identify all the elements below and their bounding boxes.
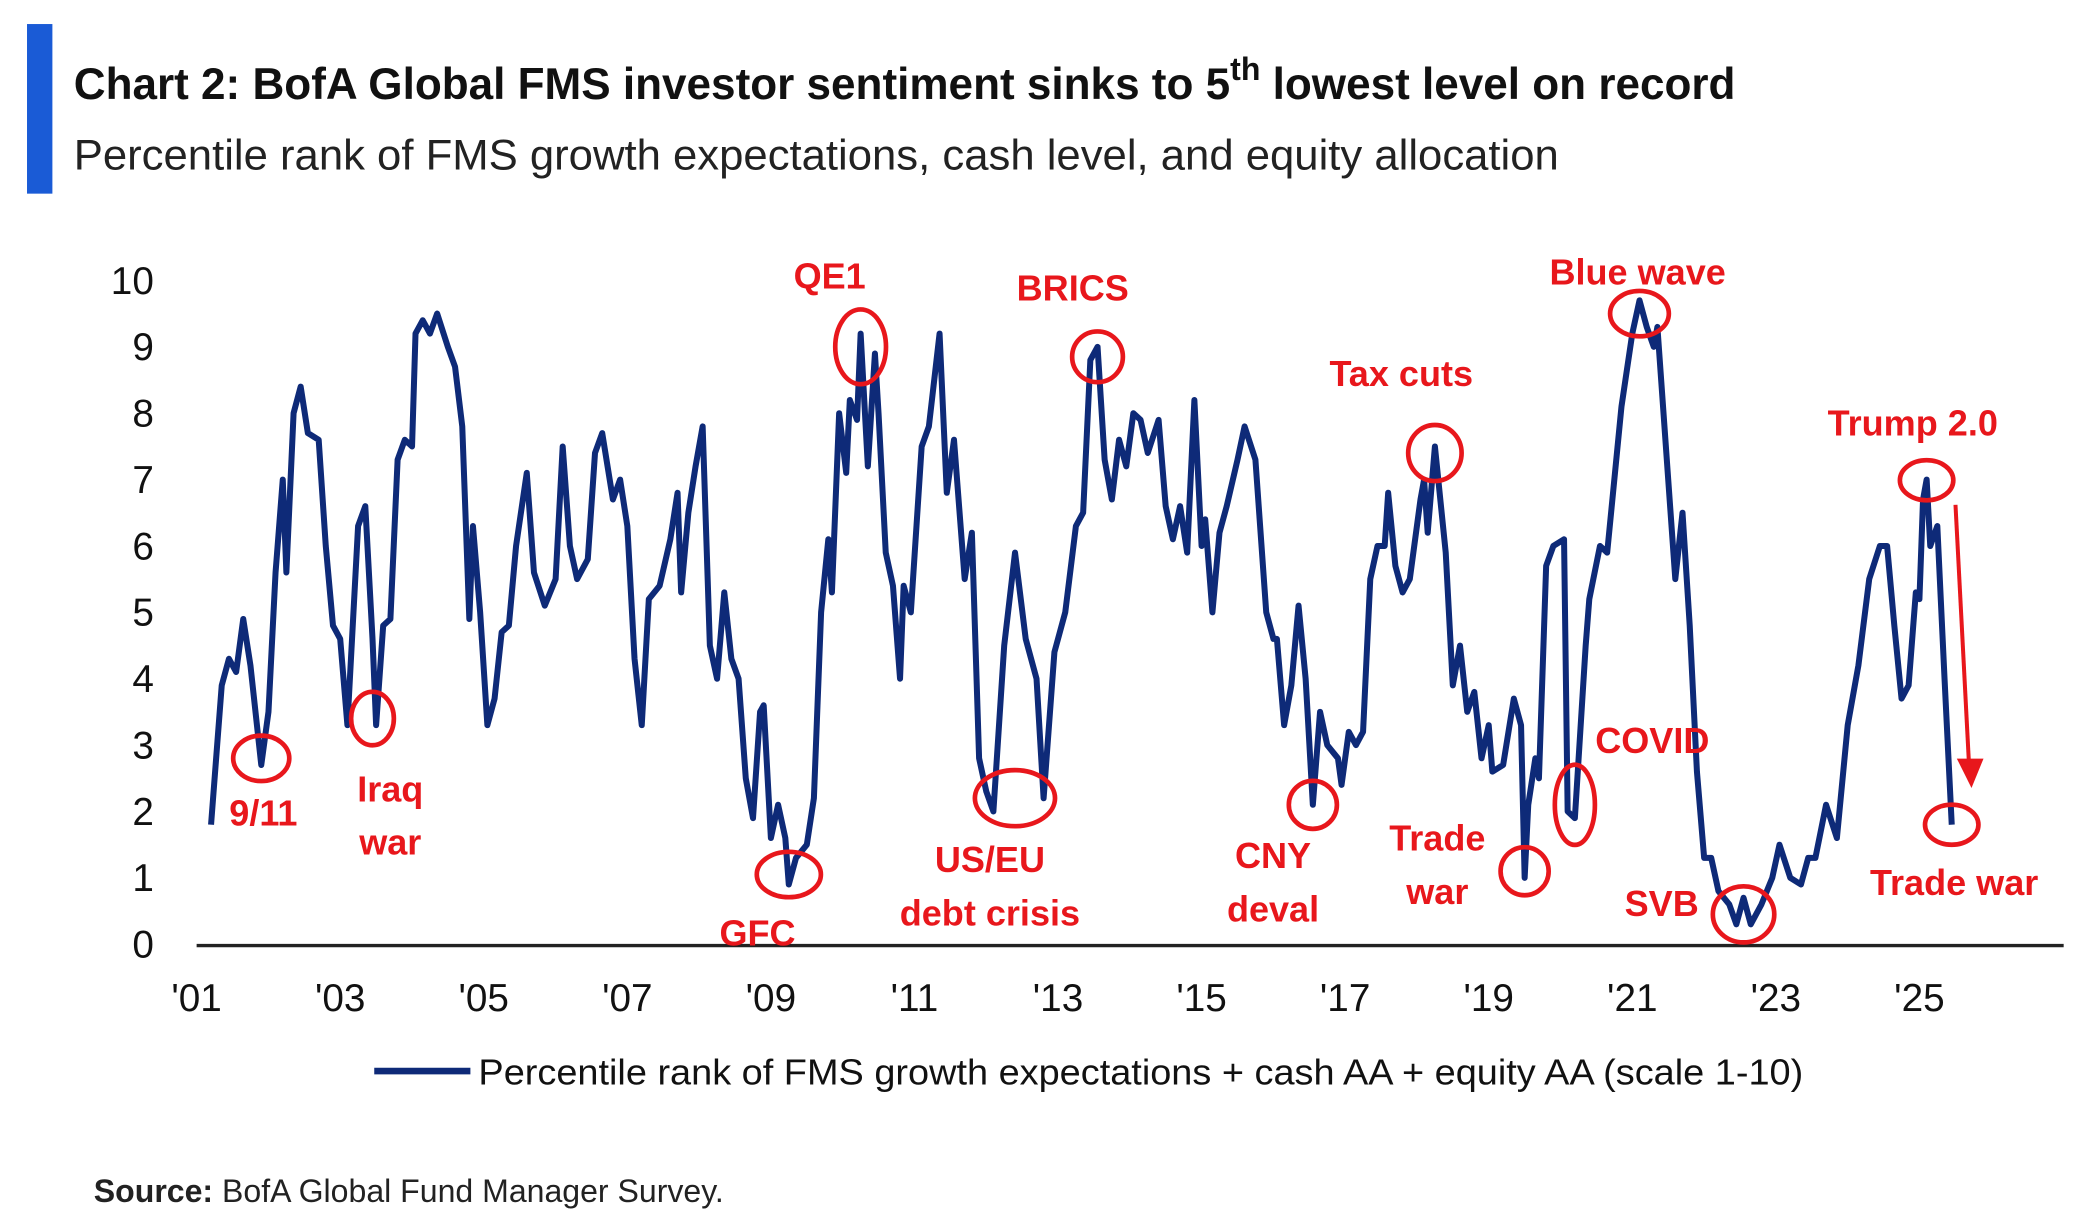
x-tick-label: '01 [171, 977, 221, 1020]
y-tick-label: 2 [132, 791, 154, 834]
y-tick-label: 6 [132, 525, 154, 568]
y-tick-label: 10 [111, 260, 154, 303]
annotation-label: deval [1227, 888, 1319, 929]
source-label: Source: [94, 1173, 213, 1209]
annotation-circle [1897, 457, 1956, 503]
x-tick-label: '13 [1033, 977, 1083, 1020]
annotation-label: Tax cuts [1329, 353, 1473, 394]
annotation: BRICS [1017, 267, 1129, 385]
title-main: Chart 2: BofA Global FMS investor sentim… [74, 60, 1230, 109]
y-tick-label: 3 [132, 724, 154, 767]
annotation-label: war [358, 822, 421, 863]
legend: Percentile rank of FMS growth expectatio… [374, 1051, 1803, 1092]
title-superscript: th [1230, 51, 1260, 87]
x-tick-label: '03 [315, 977, 365, 1020]
y-tick-label: 0 [132, 924, 154, 967]
annotation-label: Trade [1389, 818, 1485, 859]
x-tick-label: '17 [1320, 977, 1370, 1020]
y-axis: 0 1 2 3 4 5 6 7 8 9 10 [111, 260, 154, 967]
annotation-label: BRICS [1017, 267, 1129, 308]
annotation: 9/11 [229, 733, 297, 833]
down-arrow-icon [1953, 504, 1984, 788]
annotation: Blue wave [1549, 251, 1726, 339]
y-tick-label: 9 [132, 326, 154, 369]
accent-bar [27, 24, 53, 194]
annotation-circle [1607, 288, 1672, 339]
annotation: US/EU debt crisis [900, 767, 1080, 934]
annotation: GFC [719, 849, 824, 954]
x-tick-label: '23 [1751, 977, 1801, 1020]
annotation-label: Iraq [357, 768, 423, 809]
annotation-label: CNY [1235, 835, 1311, 876]
x-tick-label: '11 [891, 977, 939, 1020]
legend-label: Percentile rank of FMS growth expectatio… [478, 1051, 1803, 1092]
annotation-label: war [1405, 871, 1468, 912]
annotation-label: 9/11 [229, 792, 297, 833]
annotation-label: Trump 2.0 [1828, 402, 1998, 443]
x-tick-label: '19 [1463, 977, 1513, 1020]
annotation-circle [1069, 329, 1126, 385]
annotation-label: COVID [1595, 720, 1709, 761]
annotation-circle [1922, 802, 1981, 848]
annotation-circle [1710, 883, 1777, 945]
annotation-circle [832, 307, 889, 387]
annotation: Iraq war [348, 689, 423, 863]
annotation-circle [972, 767, 1058, 829]
series-line [208, 297, 1955, 928]
annotation-label: Trade war [1870, 862, 2038, 903]
title-end: lowest level on record [1260, 60, 1735, 109]
chart-title: Chart 2: BofA Global FMS investor sentim… [74, 51, 1736, 109]
annotation: CNY deval [1227, 778, 1340, 929]
annotation-label: debt crisis [900, 893, 1080, 934]
x-tick-label: '09 [746, 977, 796, 1020]
annotation-label: GFC [719, 913, 795, 954]
annotation-circle [1405, 422, 1464, 484]
annotation: Trump 2.0 [1828, 402, 1998, 503]
x-tick-label: '07 [602, 977, 652, 1020]
annotation: Tax cuts [1329, 353, 1473, 484]
annotations: 9/11 Iraq war GFC QE1 US/EU debt crisis BRICS CN… [229, 251, 2038, 953]
annotation-label: US/EU [935, 839, 1045, 880]
source-note: Source: BofA Global Fund Manager Survey. [94, 1173, 724, 1209]
annotation: SVB [1625, 883, 1777, 945]
x-tick-label: '25 [1894, 977, 1944, 1020]
annotation: COVID [1552, 720, 1709, 848]
x-tick-label: '15 [1176, 977, 1226, 1020]
y-tick-label: 1 [132, 857, 154, 900]
chart-subtitle: Percentile rank of FMS growth expectatio… [74, 132, 1559, 180]
annotation: Trade war [1870, 802, 2038, 903]
y-tick-label: 7 [132, 459, 154, 502]
x-tick-label: '21 [1607, 977, 1657, 1020]
annotation-circle [754, 849, 824, 900]
annotation-label: QE1 [794, 255, 866, 296]
annotation-label: SVB [1625, 883, 1699, 924]
y-tick-label: 8 [132, 393, 154, 436]
x-axis: '01 '03 '05 '07 '09 '11 '13 '15 '17 '19 '21 '23 '25 [171, 977, 1944, 1020]
source-text: BofA Global Fund Manager Survey. [213, 1173, 724, 1209]
annotation-circle [1286, 778, 1340, 832]
annotation-label: Blue wave [1549, 251, 1725, 292]
annotation-circle [1552, 762, 1598, 848]
annotation: Trade war [1389, 818, 1551, 912]
y-tick-label: 4 [132, 658, 154, 701]
y-tick-label: 5 [132, 592, 154, 635]
annotation-circle [348, 689, 397, 748]
x-tick-label: '05 [459, 977, 509, 1020]
annotation-circle [230, 733, 292, 784]
annotation-circle [1498, 844, 1551, 898]
annotation: QE1 [794, 255, 889, 387]
